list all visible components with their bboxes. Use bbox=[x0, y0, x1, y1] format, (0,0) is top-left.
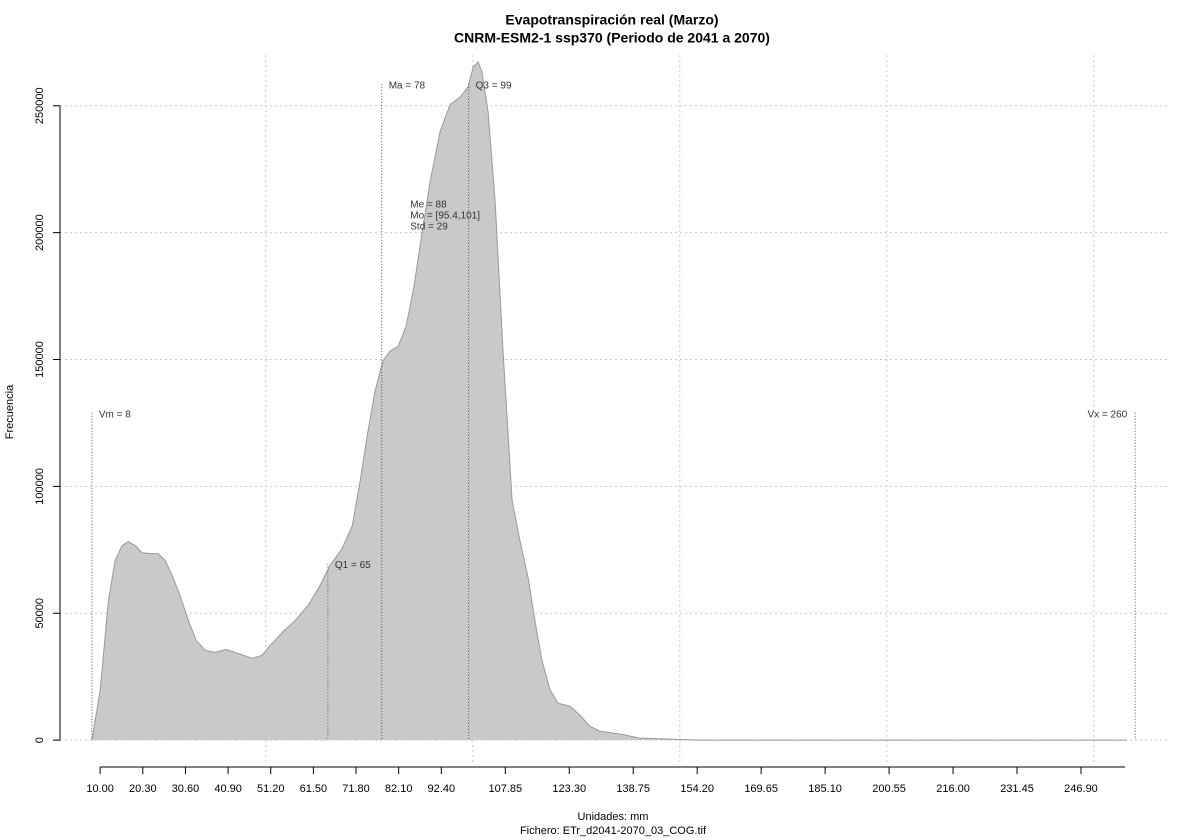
x-tick-label: 61.50 bbox=[300, 783, 328, 795]
x-tick-label: 30.60 bbox=[172, 783, 200, 795]
x-tick-label: 40.90 bbox=[214, 783, 242, 795]
x-tick-label: 51.20 bbox=[257, 783, 285, 795]
x-tick-label: 82.10 bbox=[385, 783, 413, 795]
x-tick-label: 246.90 bbox=[1064, 783, 1098, 795]
stat-note: Me = 88 bbox=[410, 199, 447, 210]
chart-title: Evapotranspiración real (Marzo) bbox=[505, 12, 718, 28]
x-axis-label: Unidades: mm bbox=[578, 811, 649, 823]
chart-subtitle: CNRM-ESM2-1 ssp370 (Periodo de 2041 a 20… bbox=[454, 30, 770, 46]
y-tick-label: 100000 bbox=[34, 468, 46, 505]
marker-label: Vm = 8 bbox=[99, 409, 131, 420]
marker-label: Ma = 78 bbox=[389, 81, 426, 92]
x-tick-label: 71.80 bbox=[342, 783, 370, 795]
y-tick-label: 250000 bbox=[34, 87, 46, 124]
y-tick-label: 150000 bbox=[34, 341, 46, 378]
x-tick-label: 92.40 bbox=[428, 783, 456, 795]
y-tick-label: 200000 bbox=[34, 214, 46, 251]
x-tick-label: 107.85 bbox=[488, 783, 522, 795]
y-tick-label: 50000 bbox=[34, 598, 46, 629]
x-tick-label: 154.20 bbox=[680, 783, 714, 795]
caption: Fichero: ETr_d2041-2070_03_COG.tif bbox=[520, 825, 707, 837]
stat-note: Mo = [95.4,101] bbox=[410, 210, 480, 221]
x-tick-label: 216.00 bbox=[936, 783, 970, 795]
x-tick-label: 138.75 bbox=[616, 783, 650, 795]
density-line bbox=[91, 60, 1127, 741]
marker-label: Vx = 260 bbox=[1087, 409, 1127, 420]
x-tick-label: 123.30 bbox=[552, 783, 586, 795]
x-tick-label: 20.30 bbox=[129, 783, 157, 795]
x-tick-label: 185.10 bbox=[808, 783, 842, 795]
marker-label: Q3 = 99 bbox=[476, 81, 512, 92]
density-area bbox=[91, 61, 1127, 741]
x-tick-label: 231.45 bbox=[1000, 783, 1034, 795]
marker-label: Q1 = 65 bbox=[335, 560, 371, 571]
x-tick-label: 200.55 bbox=[872, 783, 906, 795]
stat-note: Std = 29 bbox=[410, 221, 448, 232]
x-tick-label: 169.65 bbox=[744, 783, 778, 795]
x-tick-label: 10.00 bbox=[86, 783, 114, 795]
y-tick-label: 0 bbox=[34, 737, 46, 743]
y-axis-label: Frecuencia bbox=[4, 384, 16, 439]
